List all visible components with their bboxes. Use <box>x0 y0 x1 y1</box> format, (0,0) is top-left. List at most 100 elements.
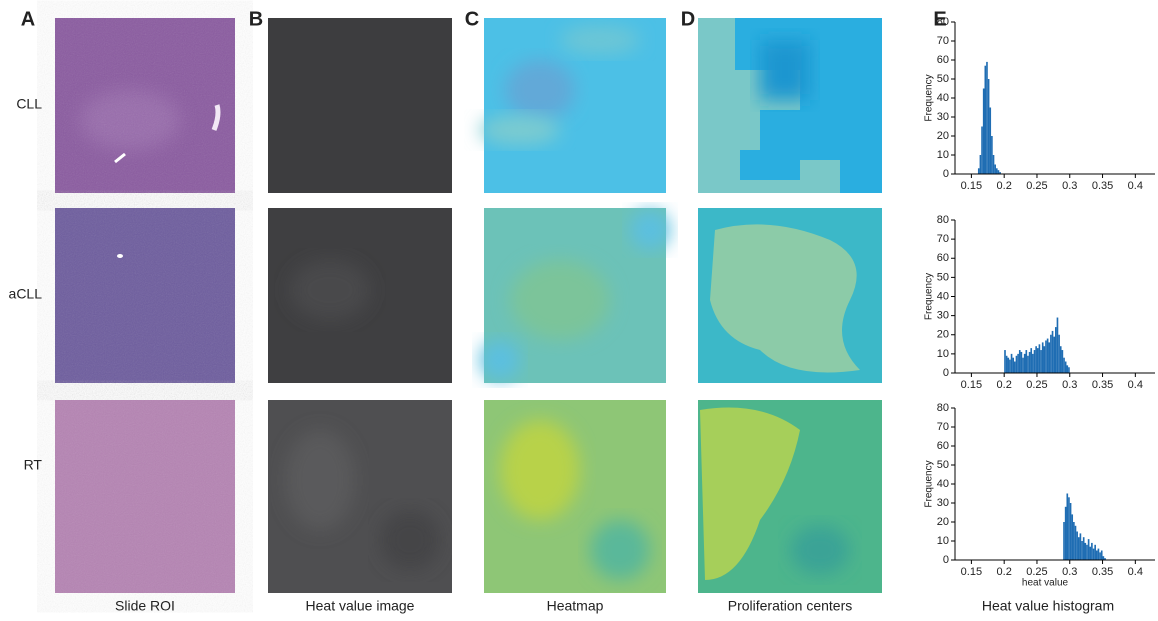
bar <box>1065 362 1067 373</box>
bar <box>980 155 982 174</box>
bar <box>1017 354 1019 373</box>
bar <box>1058 335 1060 373</box>
bar <box>991 136 993 174</box>
bar <box>1063 522 1065 560</box>
bar <box>1045 340 1047 373</box>
slide-roi-cll <box>55 18 235 193</box>
row-label: RT <box>24 457 43 473</box>
y-tick-label: 60 <box>937 54 949 66</box>
bar <box>1083 537 1085 560</box>
y-tick-label: 40 <box>937 478 949 490</box>
bar <box>1040 350 1042 373</box>
y-axis-label: Frequency <box>924 273 935 320</box>
bar <box>1039 344 1041 373</box>
bar <box>1022 358 1024 373</box>
column-title: Heat value image <box>306 598 415 614</box>
prolif-cll <box>698 18 882 193</box>
bar <box>1094 545 1096 560</box>
bar <box>1030 348 1032 373</box>
row-label: aCLL <box>9 286 43 302</box>
y-tick-label: 50 <box>937 73 949 85</box>
bar <box>1060 346 1062 373</box>
x-tick-label: 0.2 <box>997 180 1012 192</box>
bar <box>1052 331 1054 373</box>
x-tick-label: 0.35 <box>1092 180 1113 192</box>
x-tick-label: 0.15 <box>961 566 982 578</box>
y-tick-label: 30 <box>937 497 949 509</box>
y-tick-label: 10 <box>937 535 949 547</box>
y-tick-label: 60 <box>937 440 949 452</box>
bar <box>1042 342 1044 373</box>
x-tick-label: 0.4 <box>1128 566 1143 578</box>
bar <box>985 66 987 174</box>
bar <box>1047 339 1049 373</box>
bar <box>1050 335 1052 373</box>
bar <box>986 62 988 174</box>
bar <box>1004 350 1006 373</box>
x-tick-label: 0.35 <box>1092 566 1113 578</box>
bar <box>1029 352 1031 373</box>
bar <box>1085 543 1087 560</box>
row-label: CLL <box>16 96 42 112</box>
bar <box>1014 362 1016 373</box>
x-tick-label: 0.2 <box>997 379 1012 391</box>
bar <box>1091 543 1093 560</box>
bar <box>1021 352 1023 373</box>
bar <box>1066 494 1068 561</box>
panel-letter: B <box>249 8 263 30</box>
bar <box>1044 346 1046 373</box>
x-tick-label: 0.4 <box>1128 379 1143 391</box>
panel-letter: D <box>681 8 695 30</box>
bar <box>1063 358 1065 373</box>
bar <box>1035 346 1037 373</box>
bar <box>1086 545 1088 560</box>
bar <box>1101 551 1103 561</box>
x-tick-label: 0.2 <box>997 566 1012 578</box>
x-tick-label: 0.3 <box>1062 379 1077 391</box>
heat-image-acll <box>268 208 452 383</box>
bar <box>1007 358 1009 373</box>
bar <box>1076 532 1078 561</box>
prolif-acll <box>698 208 882 383</box>
y-tick-label: 30 <box>937 111 949 123</box>
y-tick-label: 70 <box>937 421 949 433</box>
y-tick-label: 20 <box>937 130 949 142</box>
column-title: Heatmap <box>547 598 604 614</box>
bar <box>1065 507 1067 560</box>
y-tick-label: 0 <box>943 168 949 180</box>
slide-roi-rt <box>55 400 235 593</box>
x-tick-label: 0.15 <box>961 180 982 192</box>
bar <box>1037 348 1039 373</box>
x-tick-label: 0.3 <box>1062 180 1077 192</box>
bar <box>1016 356 1018 373</box>
bar <box>998 170 1000 174</box>
bar <box>1068 497 1070 560</box>
bar <box>978 168 980 174</box>
prolif-rt <box>698 400 882 593</box>
bar <box>1089 547 1091 560</box>
y-tick-label: 70 <box>937 233 949 245</box>
page: ABCDECLLaCLLRTSlide ROIHeat value imageH… <box>0 0 1158 621</box>
bar <box>1073 522 1075 560</box>
y-tick-label: 40 <box>937 92 949 104</box>
bar <box>1081 541 1083 560</box>
bar <box>1096 551 1098 561</box>
y-axis-label: Frequency <box>924 460 935 507</box>
y-tick-label: 50 <box>937 459 949 471</box>
figure: ABCDECLLaCLLRTSlide ROIHeat value imageH… <box>0 0 1158 621</box>
bar <box>1066 365 1068 373</box>
heatmap-cll <box>480 18 666 193</box>
y-tick-label: 80 <box>937 16 949 28</box>
y-tick-label: 30 <box>937 310 949 322</box>
bar <box>1098 549 1100 560</box>
bar <box>1093 549 1095 560</box>
bar <box>1070 503 1072 560</box>
y-tick-label: 50 <box>937 271 949 283</box>
x-tick-label: 0.35 <box>1092 379 1113 391</box>
bar <box>1099 552 1101 560</box>
bar <box>1009 360 1011 373</box>
x-tick-label: 0.15 <box>961 379 982 391</box>
y-axis-label: Frequency <box>924 74 935 121</box>
